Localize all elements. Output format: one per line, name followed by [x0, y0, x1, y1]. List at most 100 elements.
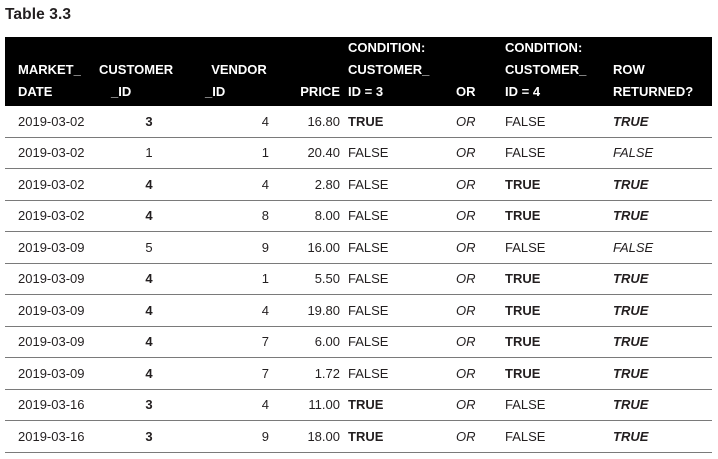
or-cell: OR	[456, 231, 505, 264]
condition-id3-cell: FALSE	[348, 326, 456, 358]
header-market-date: MARKET_ DATE	[5, 37, 99, 106]
condition-id4-cell: FALSE	[505, 106, 613, 138]
table-row: 2019-03-02 1 1 20.40 FALSE OR FALSE FALSE	[5, 137, 712, 169]
header-price: PRICE	[279, 37, 348, 106]
vendor-id-cell: 4	[199, 106, 279, 138]
or-cell: OR	[456, 200, 505, 232]
condition-id3-cell: TRUE	[348, 420, 456, 453]
table-row: 2019-03-09 5 9 16.00 FALSE OR FALSE FALSE	[5, 231, 712, 264]
condition-id3-cell: FALSE	[348, 168, 456, 201]
customer-id-cell: 4	[99, 357, 199, 390]
price-cell: 6.00	[279, 326, 348, 358]
condition-id3-cell: FALSE	[348, 263, 456, 295]
or-cell: OR	[456, 168, 505, 201]
customer-id-cell: 3	[99, 389, 199, 421]
condition-id3-cell: FALSE	[348, 200, 456, 232]
market-date-cell: 2019-03-02	[5, 137, 99, 169]
vendor-id-cell: 1	[199, 263, 279, 295]
market-date-cell: 2019-03-02	[5, 106, 99, 138]
table-caption: Table 3.3	[5, 6, 72, 23]
vendor-id-cell: 4	[199, 389, 279, 421]
market-date-cell: 2019-03-09	[5, 294, 99, 327]
price-cell: 18.00	[279, 420, 348, 453]
customer-id-cell: 1	[99, 137, 199, 169]
customer-id-cell: 4	[99, 326, 199, 358]
row-returned-cell: TRUE	[613, 263, 712, 295]
header-condition-id3: CONDITION: CUSTOMER_ ID = 3	[348, 37, 456, 106]
row-returned-cell: FALSE	[613, 137, 712, 169]
condition-id4-cell: TRUE	[505, 200, 613, 232]
header-row-returned: ROW RETURNED?	[613, 37, 712, 106]
price-cell: 1.72	[279, 357, 348, 390]
condition-id3-cell: FALSE	[348, 357, 456, 390]
customer-id-cell: 4	[99, 168, 199, 201]
condition-id3-cell: FALSE	[348, 231, 456, 264]
table-row: 2019-03-09 4 7 6.00 FALSE OR TRUE TRUE	[5, 326, 712, 358]
row-returned-cell: TRUE	[613, 389, 712, 421]
table-row: 2019-03-09 4 1 5.50 FALSE OR TRUE TRUE	[5, 263, 712, 295]
vendor-id-cell: 9	[199, 420, 279, 453]
condition-id3-cell: TRUE	[348, 106, 456, 138]
vendor-id-cell: 4	[199, 294, 279, 327]
customer-id-cell: 3	[99, 420, 199, 453]
or-cell: OR	[456, 357, 505, 390]
header-or: OR	[456, 37, 505, 106]
table-row: 2019-03-02 3 4 16.80 TRUE OR FALSE TRUE	[5, 106, 712, 138]
vendor-id-cell: 7	[199, 357, 279, 390]
customer-id-cell: 5	[99, 231, 199, 264]
price-cell: 8.00	[279, 200, 348, 232]
header-condition-id4: CONDITION: CUSTOMER_ ID = 4	[505, 37, 613, 106]
or-cell: OR	[456, 420, 505, 453]
condition-id3-cell: FALSE	[348, 294, 456, 327]
customer-id-cell: 3	[99, 106, 199, 138]
row-returned-cell: TRUE	[613, 106, 712, 138]
table-row: 2019-03-02 4 4 2.80 FALSE OR TRUE TRUE	[5, 168, 712, 201]
row-returned-cell: TRUE	[613, 357, 712, 390]
or-cell: OR	[456, 263, 505, 295]
row-returned-cell: FALSE	[613, 231, 712, 264]
row-returned-cell: TRUE	[613, 294, 712, 327]
price-cell: 20.40	[279, 137, 348, 169]
condition-id4-cell: TRUE	[505, 168, 613, 201]
condition-id4-cell: FALSE	[505, 389, 613, 421]
or-cell: OR	[456, 294, 505, 327]
condition-id4-cell: TRUE	[505, 357, 613, 390]
condition-id4-cell: TRUE	[505, 263, 613, 295]
price-cell: 11.00	[279, 389, 348, 421]
or-cell: OR	[456, 106, 505, 138]
vendor-id-cell: 1	[199, 137, 279, 169]
condition-id4-cell: FALSE	[505, 420, 613, 453]
table-row: 2019-03-02 4 8 8.00 FALSE OR TRUE TRUE	[5, 200, 712, 232]
table-body: 2019-03-02 3 4 16.80 TRUE OR FALSE TRUE 2019-03-…	[5, 106, 712, 453]
header-vendor-id: VENDOR _ID	[199, 37, 279, 106]
market-date-cell: 2019-03-02	[5, 168, 99, 201]
market-date-cell: 2019-03-16	[5, 389, 99, 421]
or-cell: OR	[456, 326, 505, 358]
market-date-cell: 2019-03-09	[5, 326, 99, 358]
table-row: 2019-03-16 3 4 11.00 TRUE OR FALSE TRUE	[5, 389, 712, 421]
header-customer-id: CUSTOMER _ID	[99, 37, 199, 106]
condition-id4-cell: TRUE	[505, 294, 613, 327]
vendor-id-cell: 7	[199, 326, 279, 358]
price-cell: 2.80	[279, 168, 348, 201]
table-row: 2019-03-16 3 9 18.00 TRUE OR FALSE TRUE	[5, 420, 712, 453]
row-returned-cell: TRUE	[613, 200, 712, 232]
or-cell: OR	[456, 137, 505, 169]
row-returned-cell: TRUE	[613, 326, 712, 358]
or-cell: OR	[456, 389, 505, 421]
row-returned-cell: TRUE	[613, 168, 712, 201]
market-date-cell: 2019-03-09	[5, 357, 99, 390]
condition-id4-cell: TRUE	[505, 326, 613, 358]
vendor-id-cell: 8	[199, 200, 279, 232]
header-row: MARKET_ DATE CUSTOMER _ID VENDOR _ID PRICE …	[5, 37, 712, 106]
vendor-id-cell: 9	[199, 231, 279, 264]
price-cell: 16.00	[279, 231, 348, 264]
market-date-cell: 2019-03-09	[5, 231, 99, 264]
price-cell: 16.80	[279, 106, 348, 138]
table-row: 2019-03-09 4 4 19.80 FALSE OR TRUE TRUE	[5, 294, 712, 327]
market-date-cell: 2019-03-09	[5, 263, 99, 295]
condition-id4-cell: FALSE	[505, 137, 613, 169]
condition-id3-cell: TRUE	[348, 389, 456, 421]
row-returned-cell: TRUE	[613, 420, 712, 453]
vendor-id-cell: 4	[199, 168, 279, 201]
